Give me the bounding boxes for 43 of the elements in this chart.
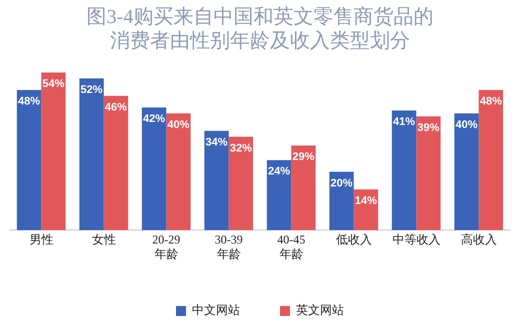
data-label: 14% <box>354 194 378 207</box>
data-label: 29% <box>292 151 315 164</box>
bar <box>454 113 479 230</box>
bar <box>291 146 316 230</box>
data-label: 48% <box>480 96 502 108</box>
data-label: 41% <box>393 116 416 128</box>
x-tick-label: 高收入 <box>460 232 497 247</box>
data-label: 39% <box>417 122 440 134</box>
bar <box>392 110 416 230</box>
data-label: 46% <box>104 101 128 114</box>
x-tick-label: 男性 <box>29 232 54 247</box>
x-tick-label: 20-29年龄 <box>152 232 180 261</box>
data-label: 40% <box>456 118 478 131</box>
data-label: 52% <box>80 84 103 96</box>
x-tick-label: 40-45年龄 <box>277 232 306 261</box>
x-tick-label: 30-39年龄 <box>214 232 243 261</box>
x-tick-label: 女性 <box>92 232 116 247</box>
legend-label: 英文网站 <box>296 303 344 318</box>
bar <box>142 108 166 230</box>
x-tick-label: 中等收入 <box>392 232 440 247</box>
bar <box>166 113 191 230</box>
data-label: 34% <box>206 136 228 148</box>
bar <box>104 96 128 230</box>
bar <box>204 130 229 230</box>
data-label: 20% <box>330 177 353 190</box>
bar <box>329 172 354 230</box>
text: 消费者由性别年龄及收入类型划分 <box>110 30 410 52</box>
bar <box>79 78 104 230</box>
data-label: 42% <box>143 113 166 126</box>
bar <box>41 72 66 230</box>
bar <box>478 90 504 230</box>
bar <box>266 160 292 230</box>
text: 图3-4购买来自中国和英文零售商货品的 <box>86 6 434 28</box>
data-label: 40% <box>167 118 190 131</box>
data-label: 24% <box>268 166 290 178</box>
x-tick-label: 低收入 <box>336 232 372 247</box>
data-label: 48% <box>18 96 40 108</box>
bar <box>16 90 42 230</box>
data-label: 54% <box>42 78 65 90</box>
legend-label: 中文网站 <box>192 303 240 318</box>
data-label: 32% <box>230 142 252 154</box>
bar <box>228 136 254 230</box>
bar <box>416 116 441 230</box>
